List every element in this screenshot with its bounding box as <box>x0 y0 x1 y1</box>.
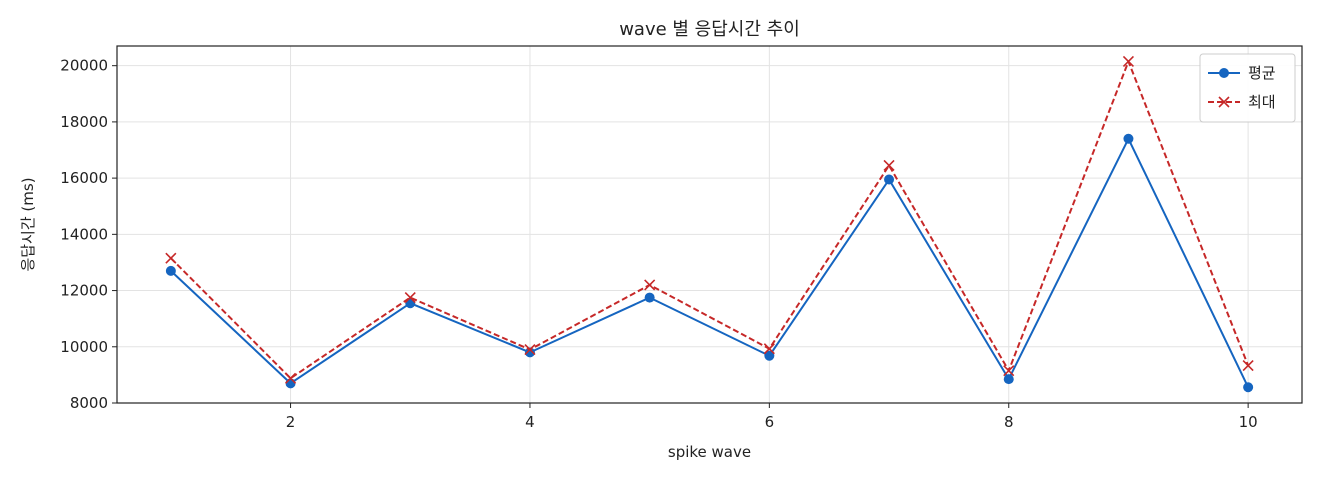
x-tick-label: 8 <box>1004 413 1014 431</box>
series-group <box>165 55 1254 393</box>
data-point-series-1 <box>165 265 176 276</box>
legend-marker <box>1219 68 1229 78</box>
data-point-series-2 <box>404 292 416 304</box>
data-point-series-2 <box>1242 360 1254 372</box>
y-tick-label: 20000 <box>60 57 108 75</box>
chart-title: wave 별 응답시간 추이 <box>619 19 800 40</box>
data-point-series-1 <box>764 350 775 361</box>
data-point-series-1 <box>644 292 655 303</box>
plot-frame <box>116 45 1303 404</box>
data-point-series-2 <box>284 372 297 384</box>
x-tick-label: 4 <box>525 413 535 431</box>
data-point-series-1 <box>285 378 296 389</box>
grid <box>117 46 1302 404</box>
data-point-series-2 <box>1003 365 1015 377</box>
x-axis-label: spike wave <box>668 443 751 461</box>
y-tick-label: 16000 <box>60 169 108 187</box>
legend-marker <box>1218 96 1230 108</box>
data-point-series-1 <box>1243 382 1254 393</box>
data-point-series-2 <box>524 344 536 356</box>
legend-entry-2: 최대 <box>1208 93 1276 111</box>
data-point-series-2 <box>165 252 177 264</box>
legend-entry-1: 평균 <box>1208 64 1276 82</box>
x-tick-label: 10 <box>1239 413 1258 431</box>
data-point-series-2 <box>644 279 656 291</box>
legend-label: 최대 <box>1248 93 1276 111</box>
data-point-series-1 <box>884 174 895 185</box>
data-point-series-2 <box>883 159 895 172</box>
series-line-2 <box>170 60 1250 380</box>
legend-label: 평균 <box>1248 64 1276 82</box>
data-point-series-1 <box>1003 374 1014 385</box>
x-tick-label: 6 <box>765 413 775 431</box>
axes: 2 4 6 8 10 8000 10000 12000 14000 16000 18000 20000 <box>60 45 1303 431</box>
series-line-1 <box>170 137 1250 388</box>
y-tick-label: 10000 <box>60 338 108 356</box>
data-point-series-1 <box>1123 133 1134 144</box>
data-point-series-1 <box>524 347 535 358</box>
y-tick-label: 8000 <box>70 394 108 412</box>
y-tick-label: 12000 <box>60 282 108 300</box>
x-tick-label: 2 <box>286 413 296 431</box>
y-axis-label: 응답시간 (ms) <box>19 177 37 271</box>
y-tick-label: 14000 <box>60 225 108 243</box>
y-tick-label: 18000 <box>60 113 108 131</box>
data-point-series-2 <box>763 343 775 355</box>
data-point-series-2 <box>1122 55 1135 68</box>
